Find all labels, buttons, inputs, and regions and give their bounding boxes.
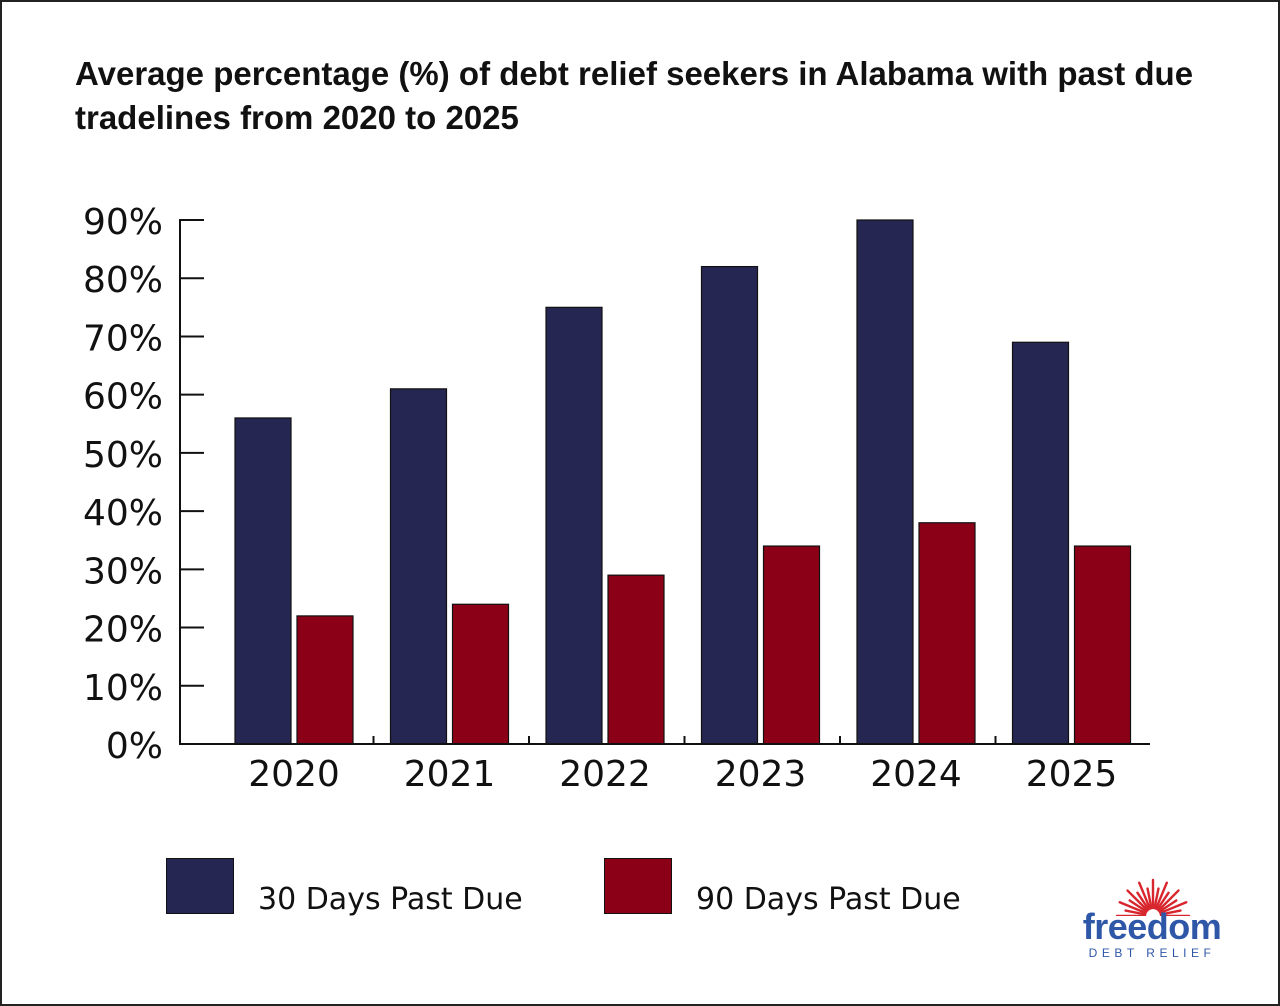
- logo-subtitle: DEBT RELIEF: [1088, 946, 1216, 960]
- sunburst-ray: [1138, 881, 1152, 910]
- bar-30-days-2023: [700, 265, 759, 745]
- bar-90-days-2023: [762, 545, 821, 745]
- x-tick-label: 2024: [870, 754, 962, 795]
- y-tick-label: 90%: [83, 202, 163, 243]
- x-tick-label: 2022: [559, 754, 651, 795]
- bar-90-days-2020: [296, 615, 354, 745]
- y-tick-label: 70%: [83, 318, 163, 359]
- sunburst-ray: [1136, 891, 1150, 911]
- x-tick-label: 2020: [248, 754, 340, 795]
- bar-30-days-2024: [856, 219, 914, 745]
- y-axis: 0% 10% 20% 30% 40% 50% 60% 70% 80% 90%: [83, 202, 204, 767]
- sunburst-ray: [1158, 899, 1178, 913]
- legend-swatch-30-days: [166, 858, 234, 914]
- y-tick-label: 50%: [83, 435, 163, 476]
- bars: [234, 219, 1132, 745]
- sunburst-ray: [1146, 887, 1153, 910]
- bar-30-days-2020: [234, 417, 292, 745]
- sunburst-ray: [1157, 889, 1180, 912]
- sunburst-ray: [1128, 899, 1148, 913]
- bar-30-days-2022: [545, 306, 603, 745]
- bar-30-days-2025: [1011, 341, 1070, 745]
- sunburst-ray: [1159, 909, 1182, 916]
- legend-label-30-days: 30 Days Past Due: [258, 882, 523, 917]
- logo-wordmark: freedom: [1082, 906, 1222, 947]
- bar-30-days-2021: [389, 388, 448, 745]
- bar-90-days-2024: [918, 522, 976, 745]
- y-tick-label: 10%: [83, 668, 163, 709]
- x-tick-label: 2023: [715, 754, 807, 795]
- x-tick-label: 2021: [404, 754, 496, 795]
- sunburst-ray: [1124, 909, 1147, 916]
- y-tick-label: 40%: [83, 493, 163, 534]
- legend-swatch-90-days: [604, 858, 672, 914]
- sunburst-ray: [1154, 881, 1168, 910]
- y-tick-label: 30%: [83, 551, 163, 592]
- sunburst-ray: [1153, 887, 1160, 910]
- y-tick-label: 80%: [83, 260, 163, 301]
- sunburst-icon: [1115, 878, 1191, 916]
- sunburst-ray: [1118, 901, 1147, 915]
- chart-title: Average percentage (%) of debt relief se…: [75, 55, 1194, 136]
- freedom-debt-relief-logo: freedom DEBT RELIEF: [1068, 876, 1238, 966]
- bar-90-days-2022: [607, 574, 665, 745]
- legend-label-90-days: 90 Days Past Due: [696, 882, 961, 917]
- bar-chart: 0%10%20%30%40%50%60%70%80%90% 2020 2021 20…: [83, 202, 1150, 795]
- sunburst-ray: [1159, 901, 1188, 915]
- bar-90-days-2025: [1073, 545, 1132, 745]
- bar-90-days-2021: [451, 603, 510, 745]
- x-tick-label: 2025: [1026, 754, 1118, 795]
- sunburst-ray: [1126, 889, 1149, 912]
- y-tick-label: 20%: [83, 610, 163, 651]
- y-tick-label: 0%: [106, 726, 163, 767]
- x-axis: 2020 2021 2022 2023 2024 2025: [248, 736, 1117, 795]
- sunburst-ray: [1156, 891, 1170, 911]
- y-tick-label: 60%: [83, 377, 163, 418]
